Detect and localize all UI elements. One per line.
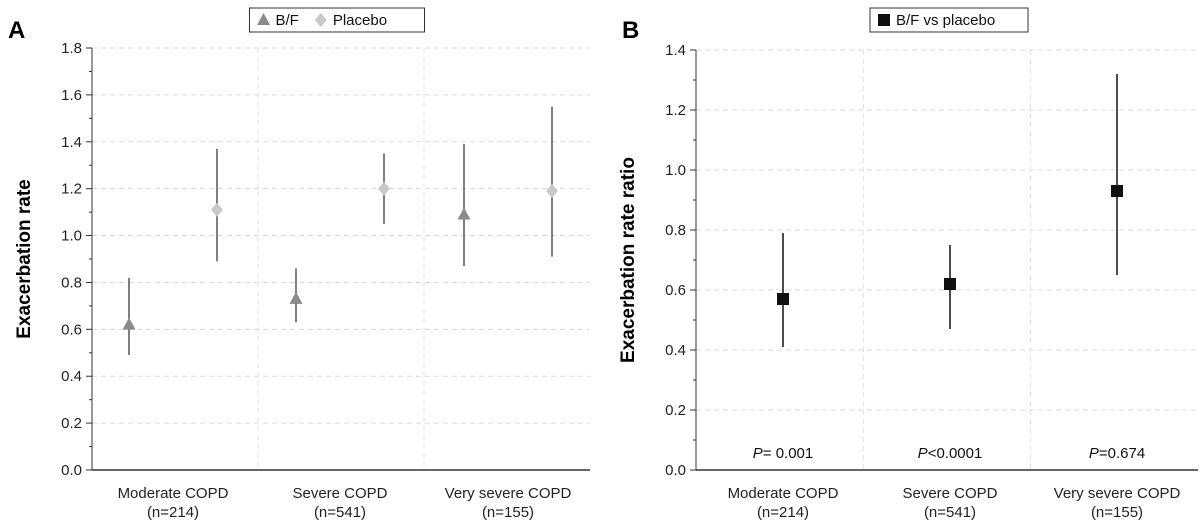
legend-item: B/F vs placebo — [878, 12, 995, 29]
y-tick-label: 1.8 — [61, 40, 82, 57]
diamond-marker — [378, 181, 390, 196]
legend-box — [249, 7, 425, 33]
category-count: (n=541) — [924, 504, 976, 521]
y-tick-label: 0.4 — [61, 368, 82, 385]
p-value-annotation: P=0.674 — [1089, 445, 1145, 462]
data-point — [1111, 74, 1123, 275]
category-count: (n=155) — [1091, 504, 1143, 521]
y-axis-title: Exacerbation rate ratio — [618, 157, 639, 363]
diamond-marker — [211, 202, 223, 217]
p-value: =0.674 — [1099, 445, 1145, 462]
y-tick-label: 1.4 — [665, 42, 686, 59]
legend-square-icon — [878, 14, 890, 26]
y-tick-label: 1.2 — [61, 181, 82, 198]
category-label: Very severe COPD — [1054, 485, 1181, 502]
p-value: = 0.001 — [763, 445, 813, 462]
data-point — [122, 277, 136, 356]
category-count: (n=541) — [314, 504, 366, 521]
square-marker — [777, 293, 789, 305]
data-point — [289, 268, 303, 323]
legend-triangle-icon — [257, 13, 270, 25]
data-point — [777, 233, 789, 347]
triangle-marker — [457, 207, 471, 220]
category-label: Severe COPD — [902, 485, 997, 502]
y-tick-label: 0.6 — [61, 321, 82, 338]
category-count: (n=214) — [757, 504, 809, 521]
y-tick-label: 0.0 — [61, 462, 82, 479]
y-tick-label: 0.6 — [665, 282, 686, 299]
category-label: Moderate COPD — [118, 485, 229, 502]
p-symbol: P — [918, 445, 928, 462]
data-point — [211, 148, 223, 262]
legend: B/F Placebo — [249, 7, 425, 33]
diamond-marker — [546, 184, 558, 199]
legend-item: B/F — [257, 12, 299, 29]
triangle-marker — [122, 317, 136, 330]
y-tick-label: 1.6 — [61, 87, 82, 104]
data-point — [944, 245, 956, 329]
legend-diamond-icon — [314, 13, 327, 27]
p-value-annotation: P<0.0001 — [918, 445, 983, 462]
data-point — [378, 153, 390, 224]
panel-b: B 0.0 0.2 0.4 0.6 0.8 1.0 1.2 1.4 Exacerbation ra… — [618, 7, 1198, 521]
p-symbol: P — [1089, 445, 1099, 462]
y-tick-label: 0.0 — [665, 462, 686, 479]
data-point — [457, 144, 471, 267]
legend-label: B/F vs placebo — [896, 12, 995, 29]
category-count: (n=214) — [147, 504, 199, 521]
p-value-annotation: P= 0.001 — [753, 445, 813, 462]
p-symbol: P — [753, 445, 763, 462]
y-tick-label: 0.2 — [665, 402, 686, 419]
category-label: Severe COPD — [292, 485, 387, 502]
p-value: <0.0001 — [928, 445, 983, 462]
y-axis-title: Exacerbation rate — [14, 179, 35, 338]
y-tick-label: 1.0 — [665, 162, 686, 179]
legend-item: Placebo — [314, 12, 387, 29]
legend-box — [869, 7, 1029, 33]
y-tick-label: 0.2 — [61, 415, 82, 432]
category-label: Moderate COPD — [728, 485, 839, 502]
y-tick-label: 0.4 — [665, 342, 686, 359]
triangle-marker — [289, 291, 303, 304]
square-marker — [1111, 185, 1123, 197]
category-count: (n=155) — [482, 504, 534, 521]
category-label: Very severe COPD — [445, 485, 572, 502]
legend-label: B/F — [276, 12, 299, 29]
square-marker — [944, 278, 956, 290]
y-tick-label: 0.8 — [665, 222, 686, 239]
panel-label: B — [622, 17, 639, 44]
y-tick-label: 1.2 — [665, 102, 686, 119]
legend-label: Placebo — [333, 12, 387, 29]
panel-label: A — [8, 17, 25, 44]
y-tick-label: 1.0 — [61, 228, 82, 245]
panel-a: A 0.0 0.2 0.4 0.6 0.8 1.0 1.2 1.4 1.6 1.8 Exacerbat… — [8, 7, 590, 521]
y-tick-label: 0.8 — [61, 274, 82, 291]
y-tick-label: 1.4 — [61, 134, 82, 151]
legend: B/F vs placebo — [869, 7, 1029, 33]
data-point — [546, 106, 558, 257]
